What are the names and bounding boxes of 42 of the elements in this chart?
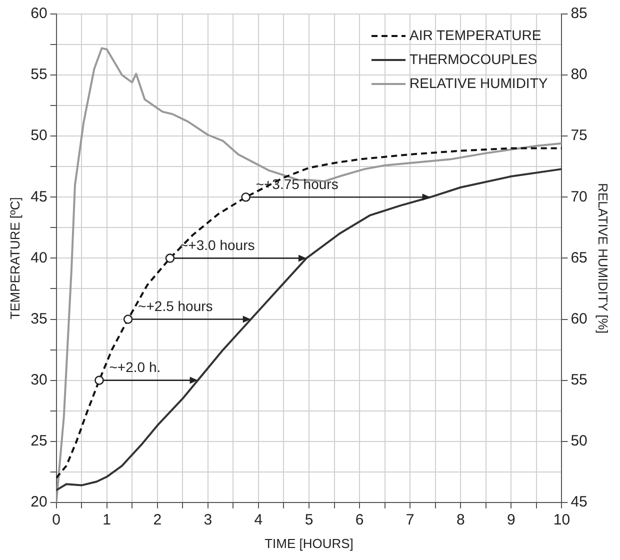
y2-tick-label: 75	[570, 127, 588, 144]
x-tick-label: 8	[456, 512, 465, 529]
y2-tick-label: 65	[570, 249, 588, 266]
point	[241, 192, 250, 202]
x-tick-label: 10	[553, 512, 570, 529]
x-tick-label: 5	[304, 512, 314, 529]
y2-tick-label: 85	[570, 5, 588, 22]
y-tick-label: 45	[30, 188, 48, 206]
x-tick-label: 6	[355, 512, 364, 529]
x-tick-label: 2	[153, 512, 162, 529]
legend-label: THERMOCOUPLES	[410, 50, 538, 67]
y-tick-label: 25	[30, 432, 48, 450]
x-tick-label: 9	[507, 512, 516, 529]
y-tick-label: 55	[30, 66, 48, 84]
y-tick-label: 35	[30, 310, 48, 328]
annotation: ~+2.5 hours	[138, 298, 213, 314]
y-tick-label: 40	[30, 249, 48, 266]
y-tick-label: 50	[30, 127, 48, 144]
y-tick-label: 20	[30, 494, 48, 511]
point	[165, 254, 175, 263]
x-axis-title: TIME [HOURS]	[264, 536, 354, 551]
y2-tick-label: 60	[570, 310, 588, 328]
y2-tick-label: 50	[570, 432, 588, 450]
y2-tick-label: 80	[570, 66, 588, 84]
annotation: ~+3.0 hours	[180, 237, 255, 254]
y2-tick-label: 45	[570, 494, 588, 511]
y2-tick-label: 70	[570, 188, 588, 206]
x-tick-label: 0	[52, 512, 60, 529]
y-tick-label: 30	[30, 371, 48, 388]
point	[123, 314, 133, 324]
y-tick-label: 60	[30, 5, 48, 22]
x-tick-label: 3	[204, 512, 212, 529]
x-tick-label: 1	[102, 512, 111, 529]
annotation: ~+2.0 h.	[109, 359, 161, 376]
y2-tick-label: 55	[570, 371, 588, 388]
point	[94, 376, 104, 385]
y-axis-title: TEMPERATURE [ºC]	[7, 197, 22, 320]
x-tick-label: 7	[406, 512, 414, 529]
legend-label: RELATIVE HUMIDITY	[410, 74, 548, 91]
y2-axis-title: RELATIVE HUMIDITY [%]	[596, 182, 611, 334]
legend-label: AIR TEMPERATURE	[410, 26, 542, 43]
x-tick-label: 4	[254, 512, 263, 529]
